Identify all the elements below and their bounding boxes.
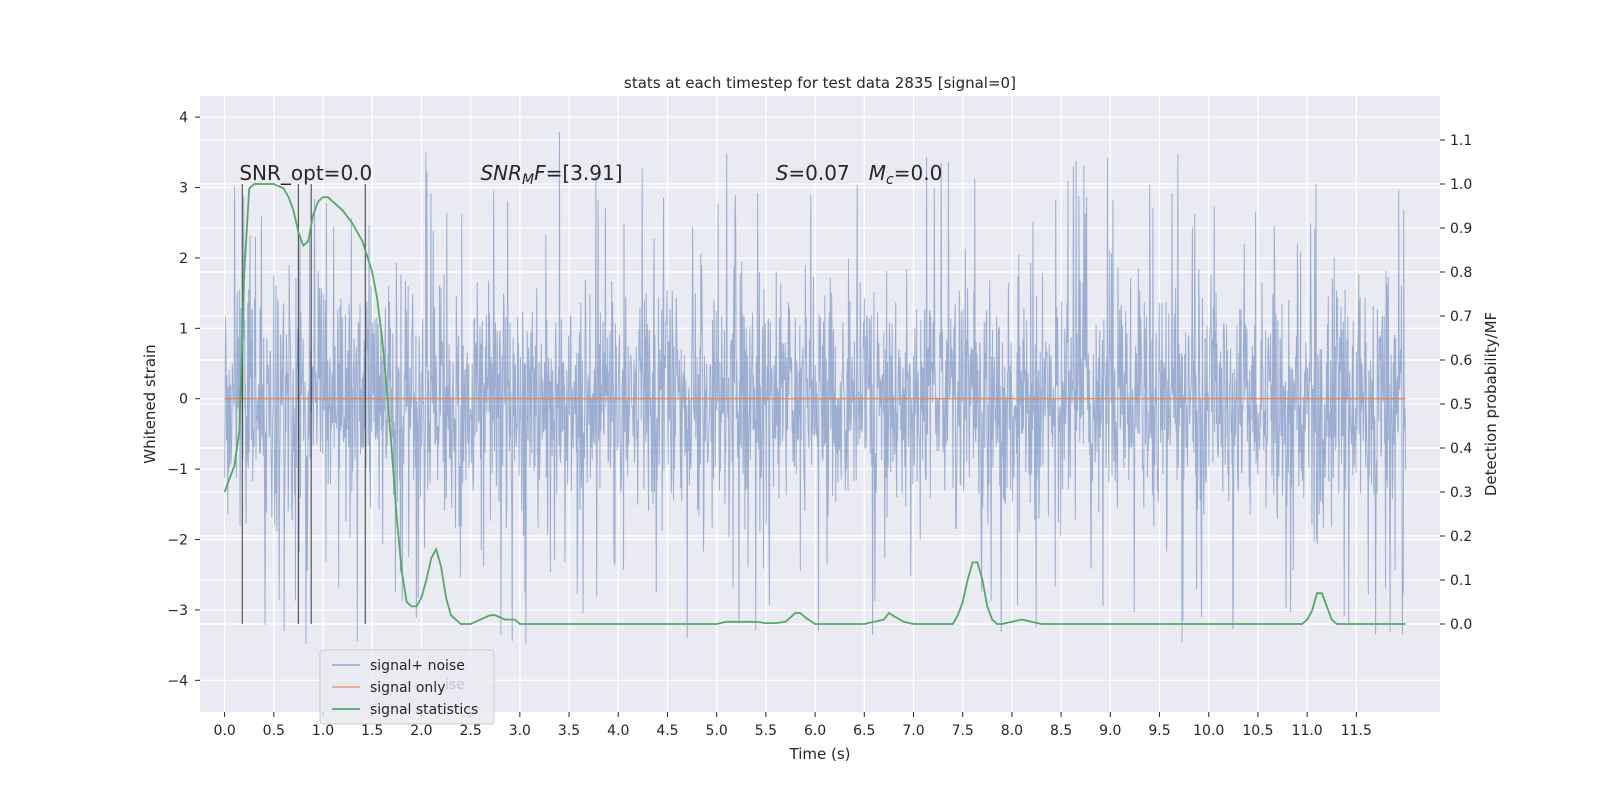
y-left-tick-label: 3 bbox=[179, 181, 188, 197]
y-right-tick-label: 0.9 bbox=[1450, 221, 1472, 237]
annotation-s-mc: S=0.07 Mc=0.0 bbox=[776, 161, 943, 188]
signal-statistics-line bbox=[223, 183, 1406, 625]
x-tick-label: 6.5 bbox=[853, 723, 875, 739]
y-right-tick-label: 0.2 bbox=[1450, 529, 1472, 545]
y-left-axis-ticks: 4 3 2 1 0 −1 −2 −3 −4 bbox=[167, 110, 200, 689]
x-tick-label: 10.0 bbox=[1193, 723, 1224, 739]
y-right-tick-label: 0.0 bbox=[1450, 617, 1472, 633]
annotation-part: S bbox=[776, 161, 789, 185]
legend-ghost-text: ise bbox=[445, 677, 465, 693]
x-tick-label: 1.5 bbox=[361, 723, 383, 739]
x-tick-label: 7.5 bbox=[952, 723, 974, 739]
x-tick-label: 10.5 bbox=[1242, 723, 1273, 739]
annotation-part: c bbox=[886, 172, 894, 188]
y-right-tick-label: 0.8 bbox=[1450, 265, 1472, 281]
x-tick-label: 0.0 bbox=[213, 723, 235, 739]
event-markers bbox=[241, 184, 366, 624]
x-tick-label: 6.0 bbox=[804, 723, 826, 739]
legend: ise signal+ noise signal only signal sta… bbox=[319, 649, 495, 725]
y-right-tick-label: 0.5 bbox=[1450, 397, 1472, 413]
y-left-tick-label: 1 bbox=[179, 321, 188, 337]
signal-noise-series bbox=[224, 132, 1407, 645]
legend-entry-statistics: signal statistics bbox=[370, 702, 478, 718]
y-left-tick-label: 2 bbox=[179, 251, 188, 267]
legend-box bbox=[319, 649, 495, 725]
y-axis-left-label: Whitened strain bbox=[141, 344, 159, 463]
annotation-part: SNR bbox=[480, 161, 522, 185]
y-right-tick-label: 0.6 bbox=[1450, 353, 1472, 369]
y-left-tick-label: −4 bbox=[167, 673, 188, 689]
annotation-part: SNR_opt=0.0 bbox=[239, 161, 372, 185]
x-tick-label: 9.5 bbox=[1148, 723, 1170, 739]
annotation-part: F bbox=[534, 161, 546, 185]
x-tick-label: 3.5 bbox=[558, 723, 580, 739]
y-right-tick-label: 0.3 bbox=[1450, 485, 1472, 501]
x-tick-label: 0.5 bbox=[263, 723, 285, 739]
y-right-tick-label: 0.1 bbox=[1450, 573, 1472, 589]
x-tick-label: 8.5 bbox=[1050, 723, 1072, 739]
x-tick-label: 11.0 bbox=[1292, 723, 1323, 739]
y-right-tick-label: 1.0 bbox=[1450, 177, 1472, 193]
x-tick-label: 2.5 bbox=[460, 723, 482, 739]
x-tick-label: 4.0 bbox=[607, 723, 629, 739]
legend-entry-signal: signal only bbox=[370, 680, 445, 696]
signal-statistics-series bbox=[223, 183, 1406, 625]
x-tick-label: 7.0 bbox=[902, 723, 924, 739]
y-left-tick-label: −1 bbox=[167, 462, 188, 478]
annotation-part: M bbox=[869, 161, 886, 185]
annotation-part: M bbox=[522, 172, 534, 188]
x-tick-label: 5.0 bbox=[706, 723, 728, 739]
x-tick-label: 1.0 bbox=[312, 723, 334, 739]
annotation-part: =0.0 bbox=[894, 161, 943, 185]
chart-title: stats at each timestep for test data 283… bbox=[624, 74, 1016, 92]
annotation-snr-opt: SNR_opt=0.0 bbox=[239, 161, 372, 185]
annotation-snr-mf: SNRMF=[3.91] bbox=[480, 161, 622, 188]
annotation-part: =0.07 bbox=[788, 161, 868, 185]
x-axis-label: Time (s) bbox=[789, 745, 851, 763]
y-left-tick-label: −3 bbox=[167, 603, 188, 619]
x-tick-label: 8.0 bbox=[1001, 723, 1023, 739]
x-tick-label: 3.0 bbox=[509, 723, 531, 739]
y-axis-right-label: Detection probability/MF bbox=[1482, 312, 1500, 496]
y-right-tick-label: 0.4 bbox=[1450, 441, 1472, 457]
annotation-part: =[3.91] bbox=[546, 161, 623, 185]
annotations: SNR_opt=0.0 SNRMF=[3.91] S=0.07 Mc=0.0 bbox=[239, 161, 942, 188]
y-left-tick-label: 4 bbox=[179, 110, 188, 126]
x-tick-label: 9.0 bbox=[1099, 723, 1121, 739]
legend-entry-noise: signal+ noise bbox=[370, 658, 465, 674]
x-tick-label: 11.5 bbox=[1341, 723, 1372, 739]
y-right-axis-ticks: 1.1 1.0 0.9 0.8 0.7 0.6 0.5 0.4 0.3 0.2 0.1 0.0 bbox=[1440, 133, 1472, 633]
y-right-tick-label: 1.1 bbox=[1450, 133, 1472, 149]
x-tick-label: 2.0 bbox=[410, 723, 432, 739]
y-left-tick-label: 0 bbox=[179, 392, 188, 408]
x-tick-label: 5.5 bbox=[755, 723, 777, 739]
signal-noise-line bbox=[224, 132, 1407, 645]
x-axis-ticks: 0.0 0.5 1.0 1.5 2.0 2.5 3.0 3.5 4.0 4.5 5.0 5.5 6.0 6… bbox=[213, 712, 1372, 739]
x-tick-label: 4.5 bbox=[656, 723, 678, 739]
y-right-tick-label: 0.7 bbox=[1450, 309, 1472, 325]
y-left-tick-label: −2 bbox=[167, 533, 188, 549]
